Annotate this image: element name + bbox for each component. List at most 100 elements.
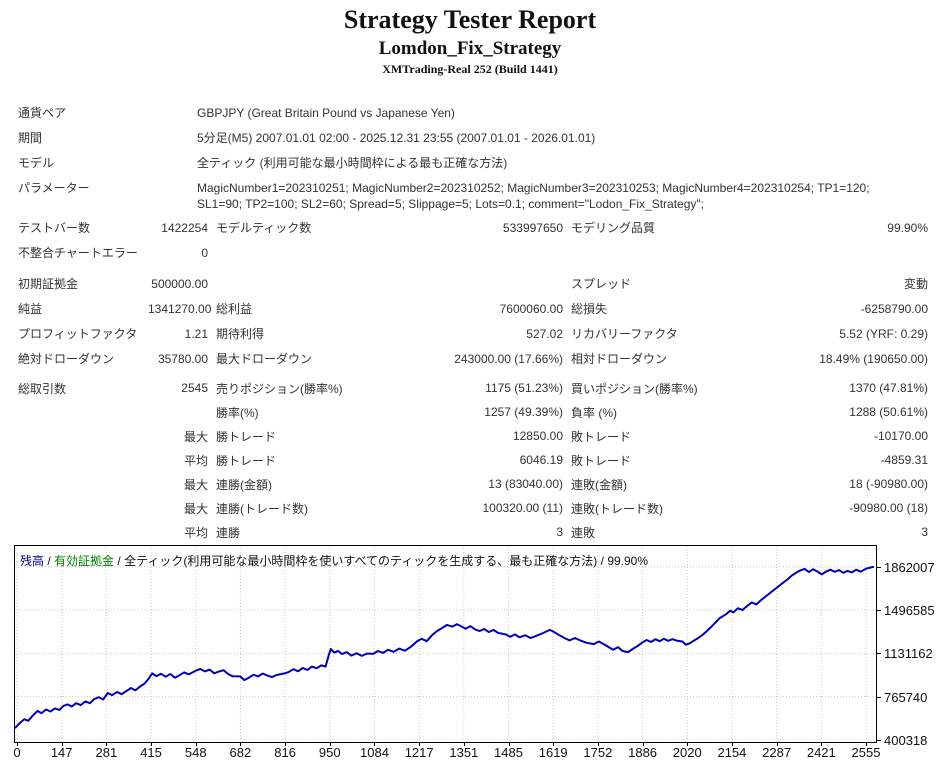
legend-balance-label: 残高	[20, 554, 45, 568]
x-axis-tick	[731, 743, 733, 746]
legend-model-label: 全ティック(利用可能な最小時間枠を使いすべてのティックを生成する、最も正確な方法…	[124, 554, 598, 568]
info-row-value: 5分足(M5) 2007.01.01 02:00 - 2025.12.31 23…	[197, 131, 596, 145]
stats-value: 1.21	[184, 326, 208, 341]
x-axis-label: 0	[13, 745, 21, 760]
equity-chart: 残高 / 有効証拠金 / 全ティック(利用可能な最小時間枠を使いすべてのティック…	[0, 543, 940, 762]
stats-value: 1370 (47.81%)	[849, 381, 928, 395]
stats-label: 総取引数	[18, 381, 67, 396]
stats-label: 絶対ドローダウン	[18, 352, 115, 366]
stats-label: モデリング品質	[571, 221, 656, 235]
stats-value: 533997650	[502, 220, 563, 235]
x-axis-label: 2555	[851, 745, 881, 760]
stats-value: 99.90%	[887, 220, 928, 235]
stats-value: 1175 (51.23%)	[485, 381, 563, 395]
y-axis-label: 400318	[884, 733, 928, 748]
info-row-value: GBPJPY (Great Britain Pound vs Japanese …	[197, 106, 455, 120]
stats-value: -6258790.00	[860, 301, 928, 316]
stats-label: 連勝	[216, 525, 241, 540]
stats-row: テストバー数 1422254 モデルティック数 533997650 モデリング品質 99.…	[18, 215, 928, 240]
x-axis-tick	[17, 743, 18, 746]
x-axis-tick	[151, 743, 153, 746]
stats-label: モデルティック数	[216, 221, 312, 235]
stats-row: 最大 連勝(金額) 13 (83040.00) 連敗(金額) 18 (-90980.00…	[18, 472, 928, 496]
info-row: モデル 全ティック (利用可能な最小時間枠による最も正確な方法)	[0, 150, 940, 175]
stats-value: 12850.00	[512, 429, 563, 443]
stats-value: 18 (-90980.00)	[849, 477, 928, 491]
stats-label: 敗トレード	[571, 429, 632, 444]
x-axis-tick	[419, 743, 421, 746]
chart-plot-area: 残高 / 有効証拠金 / 全ティック(利用可能な最小時間枠を使いすべてのティック…	[14, 545, 877, 743]
stats-value: 527.02	[526, 326, 563, 341]
stats-row: 初期証拠金 500000.00 スプレッド 変動	[18, 271, 928, 296]
x-axis-tick	[329, 743, 331, 746]
page-title: Strategy Tester Report	[343, 5, 597, 34]
stats-value: 平均	[183, 453, 208, 468]
stats-row: 絶対ドローダウン 35780.00 最大ドローダウン 243000.00 (17.66…	[18, 346, 928, 371]
x-axis-label: 2020	[672, 745, 702, 760]
stats-label: 純益	[18, 302, 43, 316]
x-axis-label: 1217	[404, 745, 434, 760]
stats-label: 期待利得	[216, 327, 265, 341]
stats-row: 最大 連勝(トレード数) 100320.00 (11) 連敗(トレード数) -90980…	[18, 496, 928, 520]
legend-equity-label: 有効証拠金	[54, 554, 115, 568]
stats-label: プロフィットファクタ	[18, 327, 138, 341]
stats-value: -10170.00	[873, 429, 928, 443]
stats-row: 最大 勝トレード 12850.00 敗トレード -10170.00	[18, 424, 928, 448]
y-axis-tick	[877, 740, 881, 741]
stats-value: 18.49% (190650.00)	[819, 351, 928, 366]
x-axis-label: 281	[95, 745, 118, 760]
stats-label: リカバリーファクタ	[571, 327, 678, 341]
stats-value: 1257 (49.39%)	[484, 405, 563, 419]
info-row-label: 期間	[18, 131, 43, 145]
y-axis-tick	[877, 696, 881, 698]
x-axis-tick	[508, 743, 510, 746]
stats-value: 3	[556, 525, 563, 539]
x-axis-tick	[106, 743, 108, 746]
stats-label: 負率 (%)	[571, 405, 617, 420]
server-build: XMTrading-Real 252 (Build 1441)	[382, 62, 558, 76]
stats-row: 純益 1341270.00 総利益 7600060.00 総損失 -6258790.00	[18, 296, 928, 321]
y-axis-label: 1131162	[884, 646, 933, 662]
stats-value: -4859.31	[880, 453, 928, 467]
stats-label: 勝トレード	[216, 453, 277, 468]
info-row-label: 通貨ペア	[18, 106, 67, 120]
stats-label: 初期証拠金	[18, 277, 79, 291]
x-axis-tick	[821, 743, 823, 746]
x-axis-label: 147	[50, 745, 73, 760]
stats-label: 敗トレード	[571, 453, 632, 468]
x-axis-tick	[61, 743, 63, 746]
chart-legend: 残高 / 有効証拠金 / 全ティック(利用可能な最小時間枠を使いすべてのティック…	[20, 552, 648, 569]
stats-label: 連敗(トレード数)	[571, 501, 663, 516]
stats-label: 最大ドローダウン	[216, 352, 313, 366]
stats-label: 総損失	[571, 302, 608, 316]
stats-value: 1341270.00	[148, 301, 212, 316]
stats-value: 最大	[183, 429, 208, 444]
y-axis-label: 1862007	[884, 559, 935, 575]
report-header: Strategy Tester Report Lomdon_Fix_Strate…	[0, 0, 940, 77]
strategy-name: Lomdon_Fix_Strategy	[378, 38, 562, 59]
stats-row: 不整合チャートエラー 0	[18, 240, 928, 265]
x-axis-tick	[866, 743, 867, 746]
stats-row: 平均 勝トレード 6046.19 敗トレード -4859.31	[18, 448, 928, 472]
legend-separator: /	[114, 554, 125, 568]
stats-value: 35780.00	[157, 351, 208, 366]
y-axis-tick	[877, 566, 881, 568]
x-axis-tick	[687, 743, 689, 746]
x-axis-tick	[240, 743, 242, 746]
info-row-value: 全ティック (利用可能な最小時間枠による最も正確な方法)	[197, 156, 508, 170]
stats-label: 総利益	[216, 302, 253, 316]
x-axis-label: 1619	[538, 745, 568, 760]
stats-label: 相対ドローダウン	[571, 352, 668, 366]
stats-label: 売りポジション(勝率%)	[216, 381, 343, 396]
legend-separator: /	[44, 554, 55, 568]
x-axis-label: 2287	[762, 745, 792, 760]
info-row-value: MagicNumber1=202310251; MagicNumber2=202…	[197, 181, 870, 211]
info-row: 通貨ペア GBPJPY (Great Britain Pound vs Japan…	[0, 100, 940, 125]
stats-value: 7600060.00	[499, 301, 563, 316]
y-axis-tick	[877, 610, 881, 612]
stats-value: 13 (83040.00)	[488, 477, 563, 491]
stats-value: 0	[201, 245, 208, 260]
stats-label: 連勝(トレード数)	[216, 501, 308, 516]
y-axis-label: 765740	[884, 689, 928, 705]
